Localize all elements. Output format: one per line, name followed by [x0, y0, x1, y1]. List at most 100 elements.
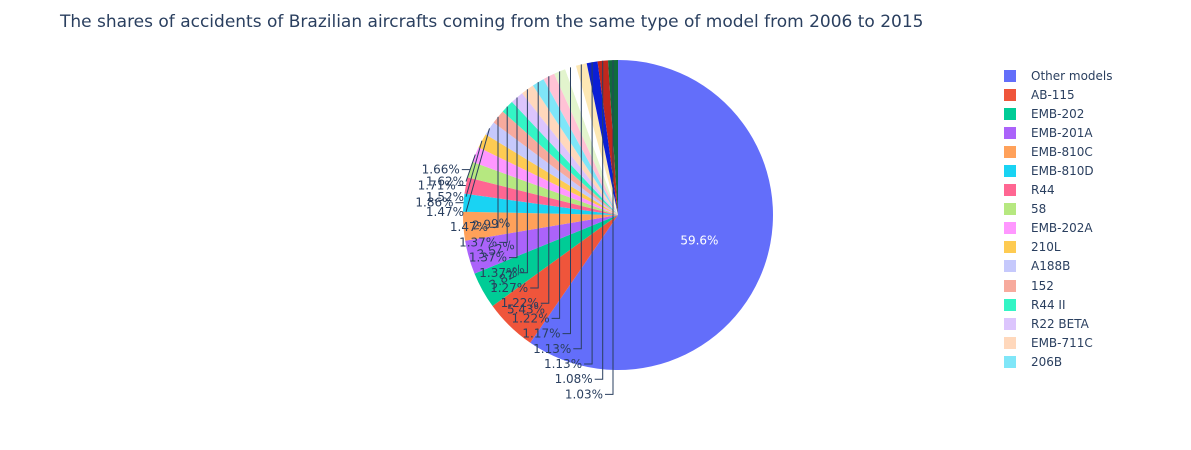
slice-label-r44: 1.71%	[418, 179, 456, 193]
legend-label: R44	[1031, 183, 1055, 198]
legend-swatch	[1004, 126, 1016, 139]
slice-label-emb-202a: 1.62%	[426, 175, 464, 189]
pie-slice-ab-115[interactable]	[492, 215, 618, 343]
legend-label: EMB-711C	[1031, 335, 1093, 350]
legend-swatch	[1004, 317, 1016, 330]
legend-swatch	[1004, 355, 1016, 368]
leader-line-152	[490, 116, 499, 228]
legend-item-emb-202a[interactable]: EMB-202A	[1004, 219, 1113, 238]
legend-swatch	[1004, 336, 1016, 349]
legend-swatch	[1004, 107, 1016, 120]
legend-item-58[interactable]: 58	[1004, 200, 1113, 219]
legend-item-emb-711c[interactable]: EMB-711C	[1004, 333, 1113, 352]
pie-slice-slice-20[interactable]	[575, 63, 618, 216]
slice-label-slice-20: 1.13%	[533, 342, 571, 356]
legend-item-210l[interactable]: 210L	[1004, 238, 1113, 257]
leader-lines	[455, 60, 614, 395]
leader-line-slice-23	[605, 60, 614, 395]
slice-label-emb-810c: 2.99%	[472, 216, 511, 233]
legend-swatch	[1004, 260, 1016, 273]
slice-label-210l: 1.52%	[426, 190, 464, 204]
legend-label: EMB-202	[1031, 106, 1085, 121]
pie-slice-emb-810d[interactable]	[463, 193, 618, 215]
legend-item-emb-810c[interactable]: EMB-810C	[1004, 142, 1113, 161]
leader-line-210l	[465, 140, 483, 197]
legend-item-a188b[interactable]: A188B	[1004, 257, 1113, 276]
leader-line-slice-21	[584, 62, 593, 365]
slice-label-206b: 1.27%	[490, 281, 528, 295]
legend-label: EMB-810D	[1031, 164, 1094, 179]
slice-label-slice-23: 1.03%	[565, 387, 603, 401]
legend-swatch	[1004, 165, 1016, 178]
leader-line-slice-18	[551, 71, 561, 319]
leader-line-slice-17	[540, 76, 550, 304]
legend: Other models AB-115 EMB-202 EMB-201A EMB-810…	[1004, 66, 1113, 372]
chart-title: The shares of accidents of Brazilian air…	[60, 12, 924, 32]
slice-label-ab-115: 5.43%	[507, 302, 545, 316]
legend-item-emb-201a[interactable]: EMB-201A	[1004, 123, 1113, 142]
legend-swatch	[1004, 241, 1016, 254]
pie-slice-slice-17[interactable]	[543, 73, 618, 215]
pie-slice-r44[interactable]	[464, 177, 618, 215]
pie-slice-58[interactable]	[467, 161, 618, 215]
leader-line-206b	[530, 82, 539, 289]
legend-swatch	[1004, 145, 1016, 158]
legend-item-r44-ii[interactable]: R44 II	[1004, 295, 1113, 314]
slice-label-slice-21: 1.13%	[544, 357, 582, 371]
pie-slice-210l[interactable]	[478, 134, 618, 215]
leader-line-slice-19	[562, 67, 571, 335]
legend-swatch	[1004, 184, 1016, 197]
leader-line-r44-ii	[499, 106, 508, 243]
slice-label-slice-19: 1.17%	[522, 327, 560, 341]
pie-slice-emb-810c[interactable]	[462, 211, 618, 241]
pie-slice-slice-19[interactable]	[565, 65, 618, 215]
legend-item-other-models[interactable]: Other models	[1004, 66, 1113, 85]
pie-slice-a188b[interactable]	[485, 122, 618, 215]
slice-label-slice-17: 1.22%	[501, 296, 539, 310]
slice-label-slice-18: 1.22%	[511, 311, 549, 325]
slice-label-58: 1.66%	[422, 163, 460, 177]
leader-line-emb-202a	[465, 154, 476, 182]
legend-swatch	[1004, 279, 1016, 292]
pie-slice-other-models[interactable]	[530, 60, 773, 371]
legend-label: 58	[1031, 202, 1047, 217]
pie-slice-r44-ii[interactable]	[502, 101, 618, 215]
leader-line-a188b	[465, 128, 490, 213]
legend-item-206b[interactable]: 206B	[1004, 352, 1113, 371]
legend-label: EMB-201A	[1031, 125, 1093, 140]
legend-label: R22 BETA	[1031, 316, 1089, 331]
legend-swatch	[1004, 69, 1016, 82]
legend-item-emb-202[interactable]: EMB-202	[1004, 104, 1113, 123]
legend-swatch	[1004, 298, 1016, 311]
legend-swatch	[1004, 88, 1016, 101]
pie-slice-emb-201a[interactable]	[465, 215, 618, 274]
legend-label: AB-115	[1031, 87, 1075, 102]
slice-label-r44-ii: 1.37%	[459, 235, 497, 249]
pie-slice-emb-202[interactable]	[474, 215, 619, 307]
pie-slice-152[interactable]	[493, 111, 618, 215]
legend-item-r22-beta[interactable]: R22 BETA	[1004, 314, 1113, 333]
slice-label-a188b: 1.47%	[426, 205, 464, 219]
leader-line-emb-711c	[519, 89, 528, 274]
slice-label-r22-beta: 1.37%	[469, 251, 507, 265]
legend-swatch	[1004, 222, 1016, 235]
leader-line-slice-22	[594, 60, 604, 380]
slice-labels: 59.6%5.43%3.82%3.52%2.99%1.86%1.71%1.66%…	[415, 163, 718, 402]
legend-swatch	[1004, 203, 1016, 216]
legend-label: A188B	[1031, 259, 1071, 274]
legend-item-r44[interactable]: R44	[1004, 181, 1113, 200]
slice-label-emb-810d: 1.86%	[415, 196, 453, 210]
legend-label: R44 II	[1031, 297, 1066, 312]
legend-item-152[interactable]: 152	[1004, 276, 1113, 295]
legend-label: Other models	[1031, 68, 1113, 83]
legend-label: 210L	[1031, 240, 1061, 255]
pie-slice-206b[interactable]	[532, 79, 618, 215]
legend-label: EMB-810C	[1031, 144, 1093, 159]
legend-label: 152	[1031, 278, 1054, 293]
legend-label: 206B	[1031, 354, 1063, 369]
slice-label-emb-711c: 1.37%	[479, 266, 517, 280]
legend-item-ab-115[interactable]: AB-115	[1004, 85, 1113, 104]
slice-label-slice-22: 1.08%	[555, 372, 593, 386]
legend-item-emb-810d[interactable]: EMB-810D	[1004, 161, 1113, 180]
